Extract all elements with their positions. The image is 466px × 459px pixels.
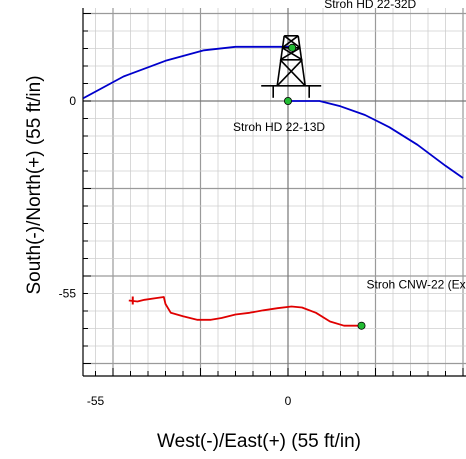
well-marker-dot xyxy=(283,97,292,106)
well-label: Stroh HD 22-13D xyxy=(233,120,325,134)
derrick-strut xyxy=(281,47,303,61)
grid xyxy=(83,8,466,376)
well-marker-dot xyxy=(357,321,366,330)
well-path-2 xyxy=(288,100,464,179)
axes: -55 0 0 -55 xyxy=(59,8,466,408)
well-label: Stroh HD 22-32D xyxy=(324,0,416,11)
x-tick-label: -55 xyxy=(87,394,105,408)
y-axis-title: South(-)/North(+) (55 ft/in) xyxy=(24,75,45,294)
well-label: Stroh CNW-22 (Exist.) xyxy=(367,278,466,292)
well-path-1 xyxy=(83,45,292,99)
derrick-strut xyxy=(283,35,301,49)
x-tick-label: 0 xyxy=(285,394,292,408)
derrick-icon xyxy=(261,34,322,98)
y-tick-label: -55 xyxy=(59,287,77,301)
well-path-3 xyxy=(128,296,362,327)
well-marker-dot xyxy=(288,43,297,52)
x-axis-title: West(-)/East(+) (55 ft/in) xyxy=(157,431,361,452)
series-group xyxy=(83,45,464,327)
derrick-strut xyxy=(276,59,303,87)
derrick-strut xyxy=(279,47,301,61)
derrick-strut xyxy=(281,35,299,49)
derrick-strut xyxy=(279,59,306,87)
markers: Stroh HD 22-32D Stroh HD 22-13D Stroh CNW-… xyxy=(233,0,466,330)
y-tick-label: 0 xyxy=(69,94,76,108)
